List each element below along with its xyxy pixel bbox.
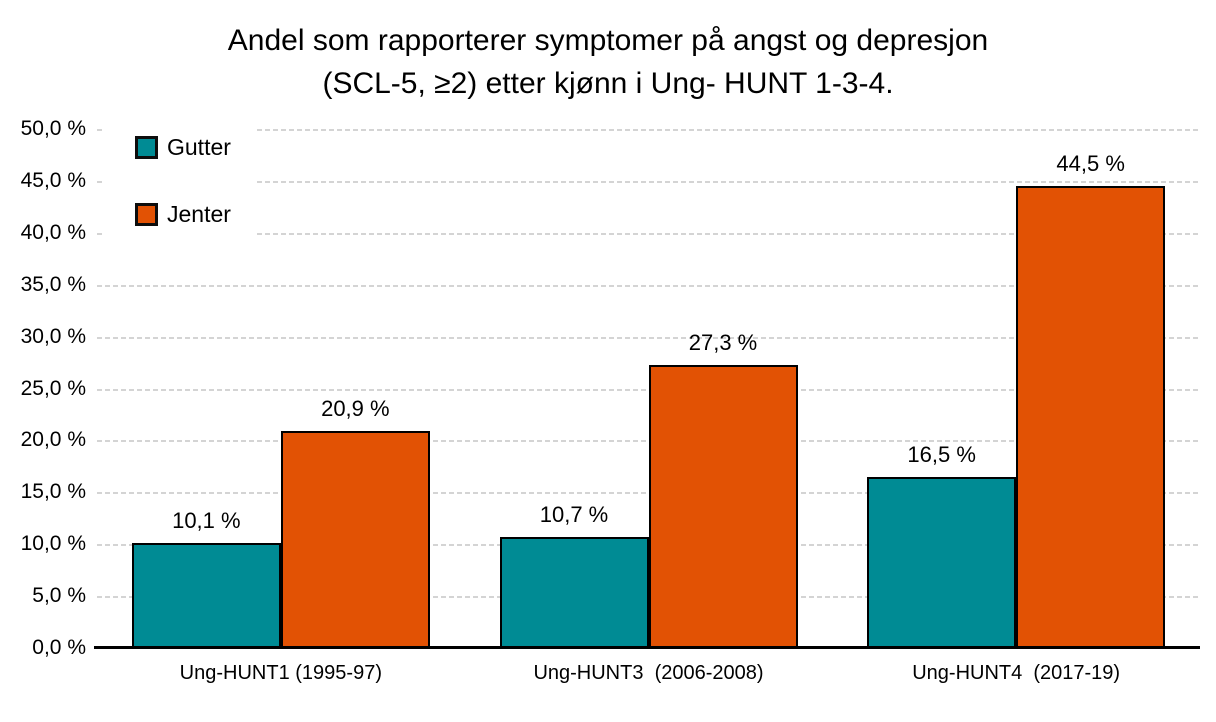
chart-title: Andel som rapporterer symptomer på angst… xyxy=(0,20,1216,106)
legend: Gutter Jenter xyxy=(105,120,255,242)
x-category-label: Ung-HUNT3 (2006-2008) xyxy=(533,662,764,684)
gridline xyxy=(97,232,1200,235)
y-tick-label: 50,0 % xyxy=(20,117,86,140)
value-label-jenter: 20,9 % xyxy=(321,396,390,422)
y-tick-label: 45,0 % xyxy=(20,168,86,192)
bar-wrap: 16,5 % xyxy=(867,129,1017,648)
jenter-swatch-icon xyxy=(135,203,158,226)
bar-gutter xyxy=(499,536,649,648)
y-tick-label: 30,0 % xyxy=(20,324,86,348)
gridline xyxy=(97,284,1200,287)
legend-label-jenter: Jenter xyxy=(167,201,231,227)
bar-group-unghunt3: 10,7 % 27,3 % xyxy=(499,129,798,648)
bar-gutter xyxy=(131,543,281,648)
gridline xyxy=(97,129,1200,131)
legend-entry-gutter: Gutter xyxy=(135,134,255,161)
plot-area: 10,1 % 20,9 % 10,7 % 27,3 % 16,5 % xyxy=(94,129,1200,649)
y-tick-label: 25,0 % xyxy=(20,376,86,400)
bar-group-unghunt1: 10,1 % 20,9 % xyxy=(131,129,430,648)
y-axis: 50,0 % 45,0 % 40,0 % 35,0 % 30,0 % 25,0 … xyxy=(0,117,86,659)
x-axis-line xyxy=(94,646,1200,649)
bar-jenter xyxy=(1016,186,1166,648)
y-tick-label: 35,0 % xyxy=(20,272,86,296)
bar-jenter xyxy=(280,431,430,648)
value-label-jenter: 44,5 % xyxy=(1056,151,1125,177)
y-tick-label: 40,0 % xyxy=(20,220,86,244)
x-axis: Ung-HUNT1 (1995-97) Ung-HUNT3 (2006-2008… xyxy=(97,662,1200,692)
y-tick-label: 5,0 % xyxy=(32,584,86,608)
value-label-gutter: 10,7 % xyxy=(539,501,609,527)
y-tick-label: 15,0 % xyxy=(20,480,86,504)
gridline xyxy=(97,336,1200,339)
bar-group-unghunt4: 16,5 % 44,5 % xyxy=(867,129,1166,648)
bar-wrap: 44,5 % xyxy=(1016,129,1166,648)
bar-wrap: 10,1 % xyxy=(131,129,281,648)
x-category-label: Ung-HUNT1 (1995-97) xyxy=(179,662,382,684)
y-tick-label: 0,0 % xyxy=(32,636,86,659)
y-tick-label: 10,0 % xyxy=(20,532,86,556)
gutter-swatch-icon xyxy=(135,136,158,159)
bar-wrap: 10,7 % xyxy=(499,129,649,648)
bar-wrap: 20,9 % xyxy=(280,129,430,648)
value-label-gutter: 16,5 % xyxy=(907,441,976,467)
bar-gutter xyxy=(867,476,1017,648)
gridline xyxy=(97,180,1200,183)
y-tick-label: 20,0 % xyxy=(20,428,86,452)
value-label-jenter: 27,3 % xyxy=(688,329,758,355)
bar-wrap: 27,3 % xyxy=(648,129,798,648)
bar-jenter xyxy=(648,364,798,648)
chart-title-line2: (SCL-5, ≥2) etter kjønn i Ung- HUNT 1-3-… xyxy=(322,66,894,100)
value-label-gutter: 10,1 % xyxy=(172,508,241,534)
x-category-label: Ung-HUNT4 (2017-19) xyxy=(912,662,1121,684)
legend-label-gutter: Gutter xyxy=(167,134,231,160)
chart-title-line1: Andel som rapporterer symptomer på angst… xyxy=(227,24,989,57)
legend-entry-jenter: Jenter xyxy=(135,201,255,228)
